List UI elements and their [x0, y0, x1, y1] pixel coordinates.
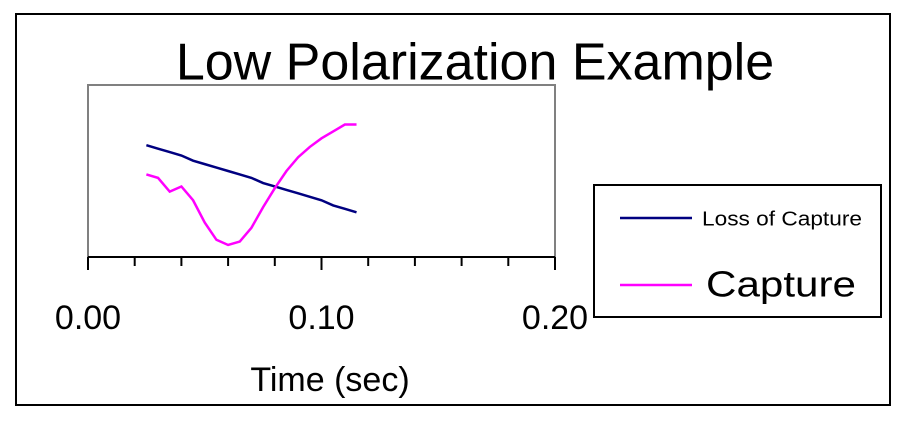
x-tick-label: 0.10	[288, 299, 354, 337]
x-axis-label: Time (sec)	[250, 361, 409, 399]
plot-area	[87, 84, 556, 258]
x-tick-label: 0.00	[55, 299, 121, 337]
x-tick-label: 0.20	[522, 299, 588, 337]
chart-title: Low Polarization Example	[176, 34, 774, 92]
legend-label: Capture	[706, 264, 856, 305]
legend-label: Loss of Capture	[702, 208, 862, 230]
series-line	[146, 144, 357, 214]
legend	[593, 184, 882, 318]
series-line	[146, 123, 357, 247]
